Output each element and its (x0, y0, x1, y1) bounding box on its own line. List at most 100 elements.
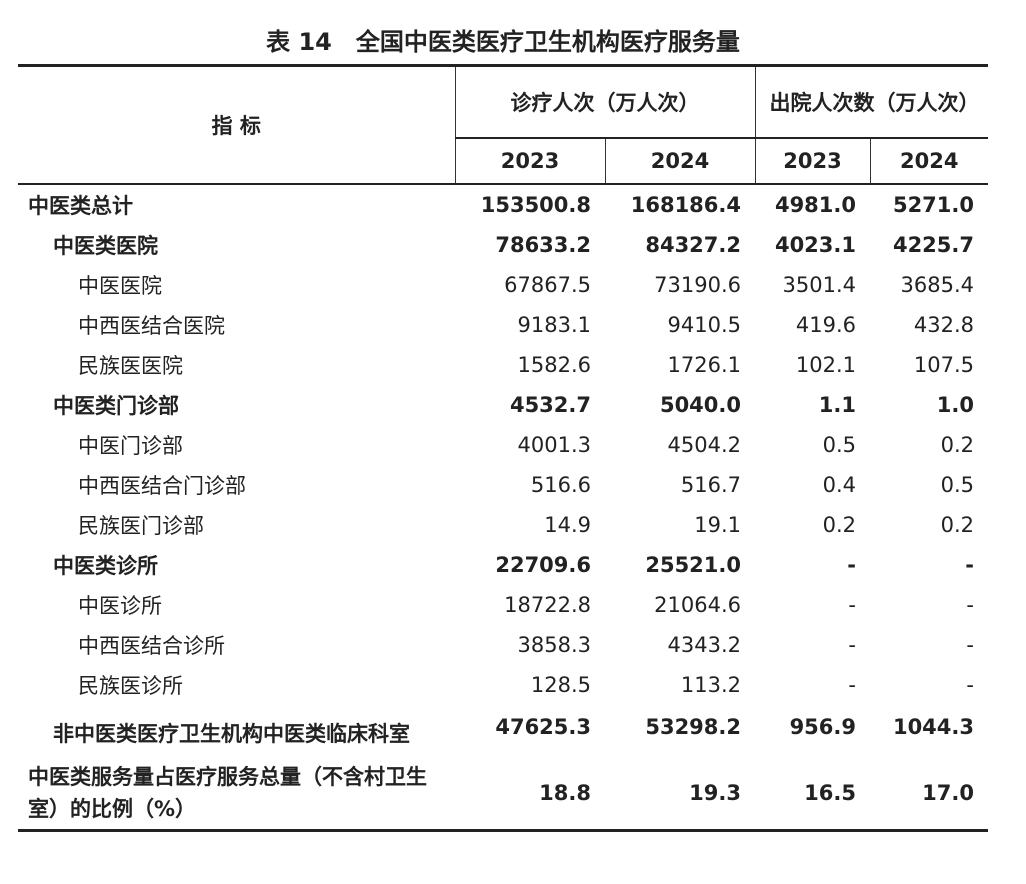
table-row: 中医诊所 18722.8 21064.6 - - (18, 585, 988, 625)
row-label: 中西医结合门诊部 (78, 473, 246, 498)
cell-value: 18.8 (455, 756, 605, 832)
cell-value: 168186.4 (630, 192, 741, 217)
group-header: 出院人次数（万人次） (754, 64, 988, 139)
cell-value: 0.5 (822, 432, 856, 457)
cell-value: 0.4 (822, 472, 856, 497)
row-label: 民族医诊所 (78, 673, 183, 698)
row-label: 民族医医院 (78, 353, 183, 378)
cell-value: 22709.6 (495, 552, 591, 577)
cell-value: 9183.1 (517, 312, 591, 337)
cell-value: 19.1 (694, 512, 741, 537)
table-title: 表 14 全国中医类医疗卫生机构医疗服务量 (266, 28, 740, 56)
cell-value: 53298.2 (645, 714, 741, 739)
cell-value: 1.0 (936, 392, 974, 417)
data-table: 指 标 诊疗人次（万人次） 出院人次数（万人次） 2023 2024 2023 202… (18, 64, 988, 832)
cell-value: 78633.2 (495, 232, 591, 257)
cell-value: 102.1 (795, 352, 856, 377)
cell-value: 17.0 (870, 756, 988, 832)
table-row: 非中医类医疗卫生机构中医类临床科室 47625.3 53298.2 956.9 1044… (18, 705, 988, 757)
table-row: 中医类门诊部 4532.7 5040.0 1.1 1.0 (18, 385, 988, 425)
table-row: 中医门诊部 4001.3 4504.2 0.5 0.2 (18, 425, 988, 465)
cell-value: 516.7 (680, 472, 741, 497)
table-row: 中医类总计 153500.8 168186.4 4981.0 5271.0 (18, 184, 988, 225)
cell-value: 4225.7 (892, 232, 974, 257)
cell-value: 19.3 (605, 756, 755, 832)
cell-value: 4023.1 (774, 232, 856, 257)
cell-value: 18722.8 (504, 592, 591, 617)
cell-value: 3858.3 (517, 632, 591, 657)
cell-value: 0.2 (822, 512, 856, 537)
cell-value: 432.8 (913, 312, 974, 337)
cell-value: 1044.3 (892, 714, 974, 739)
cell-value: 4504.2 (667, 432, 741, 457)
cell-value: - (848, 672, 856, 697)
row-label: 中医类门诊部 (53, 393, 179, 418)
row-label: 中医类医院 (53, 233, 158, 258)
cell-value: 1726.1 (667, 352, 741, 377)
cell-value: 153500.8 (480, 192, 591, 217)
table-row: 民族医医院 1582.6 1726.1 102.1 107.5 (18, 345, 988, 385)
cell-value: - (848, 632, 856, 657)
row-label: 非中医类医疗卫生机构中医类临床科室 (53, 721, 410, 746)
cell-value: 0.2 (940, 512, 974, 537)
row-label: 中医类服务量占医疗服务总量（不含村卫生室）的比例（%） (18, 756, 455, 832)
cell-value: 0.2 (940, 432, 974, 457)
table-body: 中医类总计 153500.8 168186.4 4981.0 5271.0 中医类医院 78… (18, 184, 988, 832)
row-label: 中西医结合医院 (78, 313, 225, 338)
row-label: 民族医门诊部 (78, 513, 204, 538)
cell-value: - (966, 672, 974, 697)
table-row: 中西医结合诊所 3858.3 4343.2 - - (18, 625, 988, 665)
table-row: 中医医院 67867.5 73190.6 3501.4 3685.4 (18, 265, 988, 305)
year-header: 2023 (455, 137, 606, 185)
table-row: 中医类诊所 22709.6 25521.0 - - (18, 545, 988, 585)
cell-value: 4532.7 (509, 392, 591, 417)
cell-value: 0.5 (940, 472, 974, 497)
cell-value: 1582.6 (517, 352, 591, 377)
cell-value: 25521.0 (645, 552, 741, 577)
cell-value: 3685.4 (900, 272, 974, 297)
cell-value: 1.1 (818, 392, 856, 417)
cell-value: 16.5 (755, 756, 870, 832)
cell-value: - (847, 552, 856, 577)
cell-value: 73190.6 (654, 272, 741, 297)
year-header: 2024 (869, 137, 988, 185)
cell-value: 84327.2 (645, 232, 741, 257)
row-label: 中医类诊所 (53, 553, 158, 578)
cell-value: 4001.3 (517, 432, 591, 457)
cell-value: - (966, 592, 974, 617)
year-header: 2023 (754, 137, 871, 185)
cell-value: 956.9 (789, 714, 856, 739)
row-label: 中西医结合诊所 (78, 633, 225, 658)
cell-value: 4343.2 (667, 632, 741, 657)
cell-value: 419.6 (795, 312, 856, 337)
table-row: 民族医门诊部 14.9 19.1 0.2 0.2 (18, 505, 988, 545)
cell-value: 113.2 (680, 672, 741, 697)
cell-value: 3501.4 (782, 272, 856, 297)
row-label: 中医医院 (78, 273, 162, 298)
table-row: 中医类医院 78633.2 84327.2 4023.1 4225.7 (18, 225, 988, 265)
cell-value: 128.5 (530, 672, 591, 697)
cell-value: 516.6 (530, 472, 591, 497)
row-label: 中医门诊部 (78, 433, 183, 458)
table-row: 中西医结合门诊部 516.6 516.7 0.4 0.5 (18, 465, 988, 505)
table-row: 民族医诊所 128.5 113.2 - - (18, 665, 988, 705)
cell-value: 5040.0 (659, 392, 741, 417)
row-label: 中医类总计 (28, 193, 133, 218)
cell-value: 5271.0 (892, 192, 974, 217)
table-row: 中医类服务量占医疗服务总量（不含村卫生室）的比例（%） 18.8 19.3 16.5 1… (18, 756, 988, 832)
cell-value: 67867.5 (504, 272, 591, 297)
cell-value: 107.5 (913, 352, 974, 377)
table-row: 中西医结合医院 9183.1 9410.5 419.6 432.8 (18, 305, 988, 345)
cell-value: 47625.3 (495, 714, 591, 739)
group-header: 诊疗人次（万人次） (454, 64, 756, 139)
indicator-header: 指 标 (18, 64, 456, 185)
cell-value: - (965, 552, 974, 577)
cell-value: - (848, 592, 856, 617)
row-label: 中医诊所 (78, 593, 162, 618)
cell-value: - (966, 632, 974, 657)
cell-value: 14.9 (544, 512, 591, 537)
year-header: 2024 (604, 137, 756, 185)
cell-value: 21064.6 (654, 592, 741, 617)
cell-value: 4981.0 (774, 192, 856, 217)
